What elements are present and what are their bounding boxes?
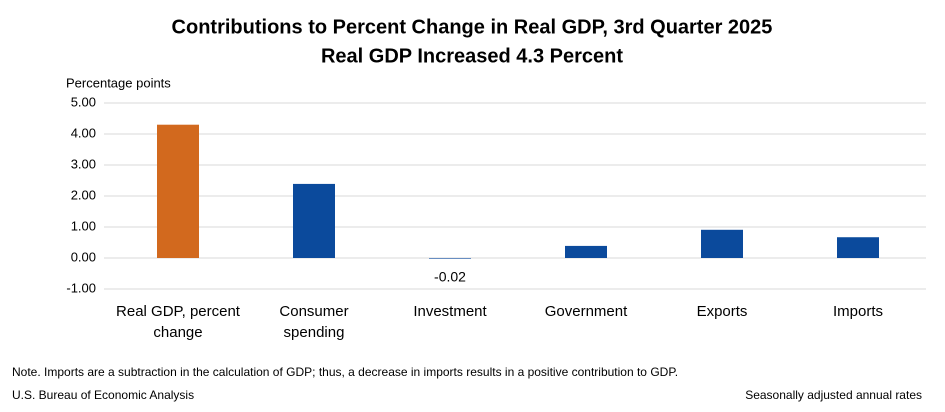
chart-subtitle: Real GDP Increased 4.3 Percent [321,45,623,67]
y-tick-label: 3.00 [71,156,96,171]
bar [429,258,471,259]
bar [837,237,879,258]
chart-title: Contributions to Percent Change in Real … [172,16,773,38]
y-tick-label: 4.00 [71,125,96,140]
source: U.S. Bureau of Economic Analysis [12,388,194,402]
x-tick-label: Consumer spending [279,303,349,341]
y-tick-label: 1.00 [71,218,96,233]
bar [157,124,199,258]
x-tick-label: Exports [696,303,748,320]
y-tick-label: -1.00 [66,280,96,295]
y-axis-label: Percentage points [66,75,171,90]
y-tick-label: 2.00 [71,187,96,202]
x-tick-label: Real GDP, percent change [116,303,240,341]
bar [565,245,607,258]
footnote: Seasonally adjusted annual rates [745,388,922,402]
note: Note. Imports are a subtraction in the c… [12,365,678,379]
data-label: -0.02 [434,269,466,285]
x-tick-label: Investment [413,303,487,320]
y-tick-label: 5.00 [71,94,96,109]
bar [701,229,743,258]
y-tick-label: 0.00 [71,249,96,264]
bar [293,183,335,258]
x-tick-label: Government [544,303,628,320]
x-tick-label: Imports [832,303,883,320]
